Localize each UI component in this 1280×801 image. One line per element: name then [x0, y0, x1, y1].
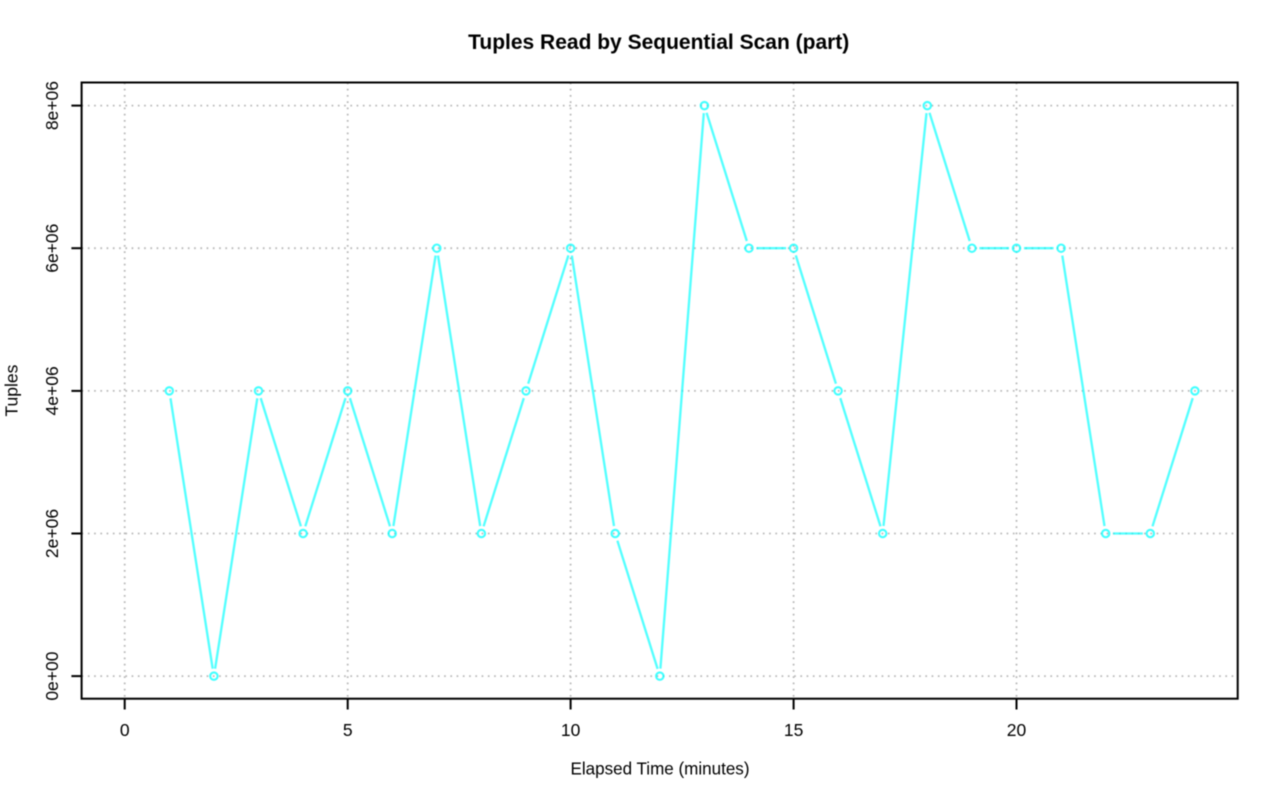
svg-text:Elapsed Time (minutes): Elapsed Time (minutes) — [571, 759, 750, 779]
svg-text:20: 20 — [1007, 720, 1027, 740]
svg-text:6e+06: 6e+06 — [42, 224, 62, 273]
svg-text:Tuples: Tuples — [2, 364, 22, 416]
svg-text:0: 0 — [120, 720, 130, 740]
svg-text:5: 5 — [343, 720, 353, 740]
svg-text:8e+06: 8e+06 — [42, 81, 62, 130]
svg-text:0e+00: 0e+00 — [42, 651, 62, 700]
svg-text:Tuples Read by Sequential Scan: Tuples Read by Sequential Scan (part) — [468, 31, 849, 54]
svg-text:4e+06: 4e+06 — [42, 366, 62, 415]
svg-text:10: 10 — [561, 720, 581, 740]
svg-text:15: 15 — [784, 720, 803, 740]
svg-text:2e+06: 2e+06 — [42, 509, 62, 558]
